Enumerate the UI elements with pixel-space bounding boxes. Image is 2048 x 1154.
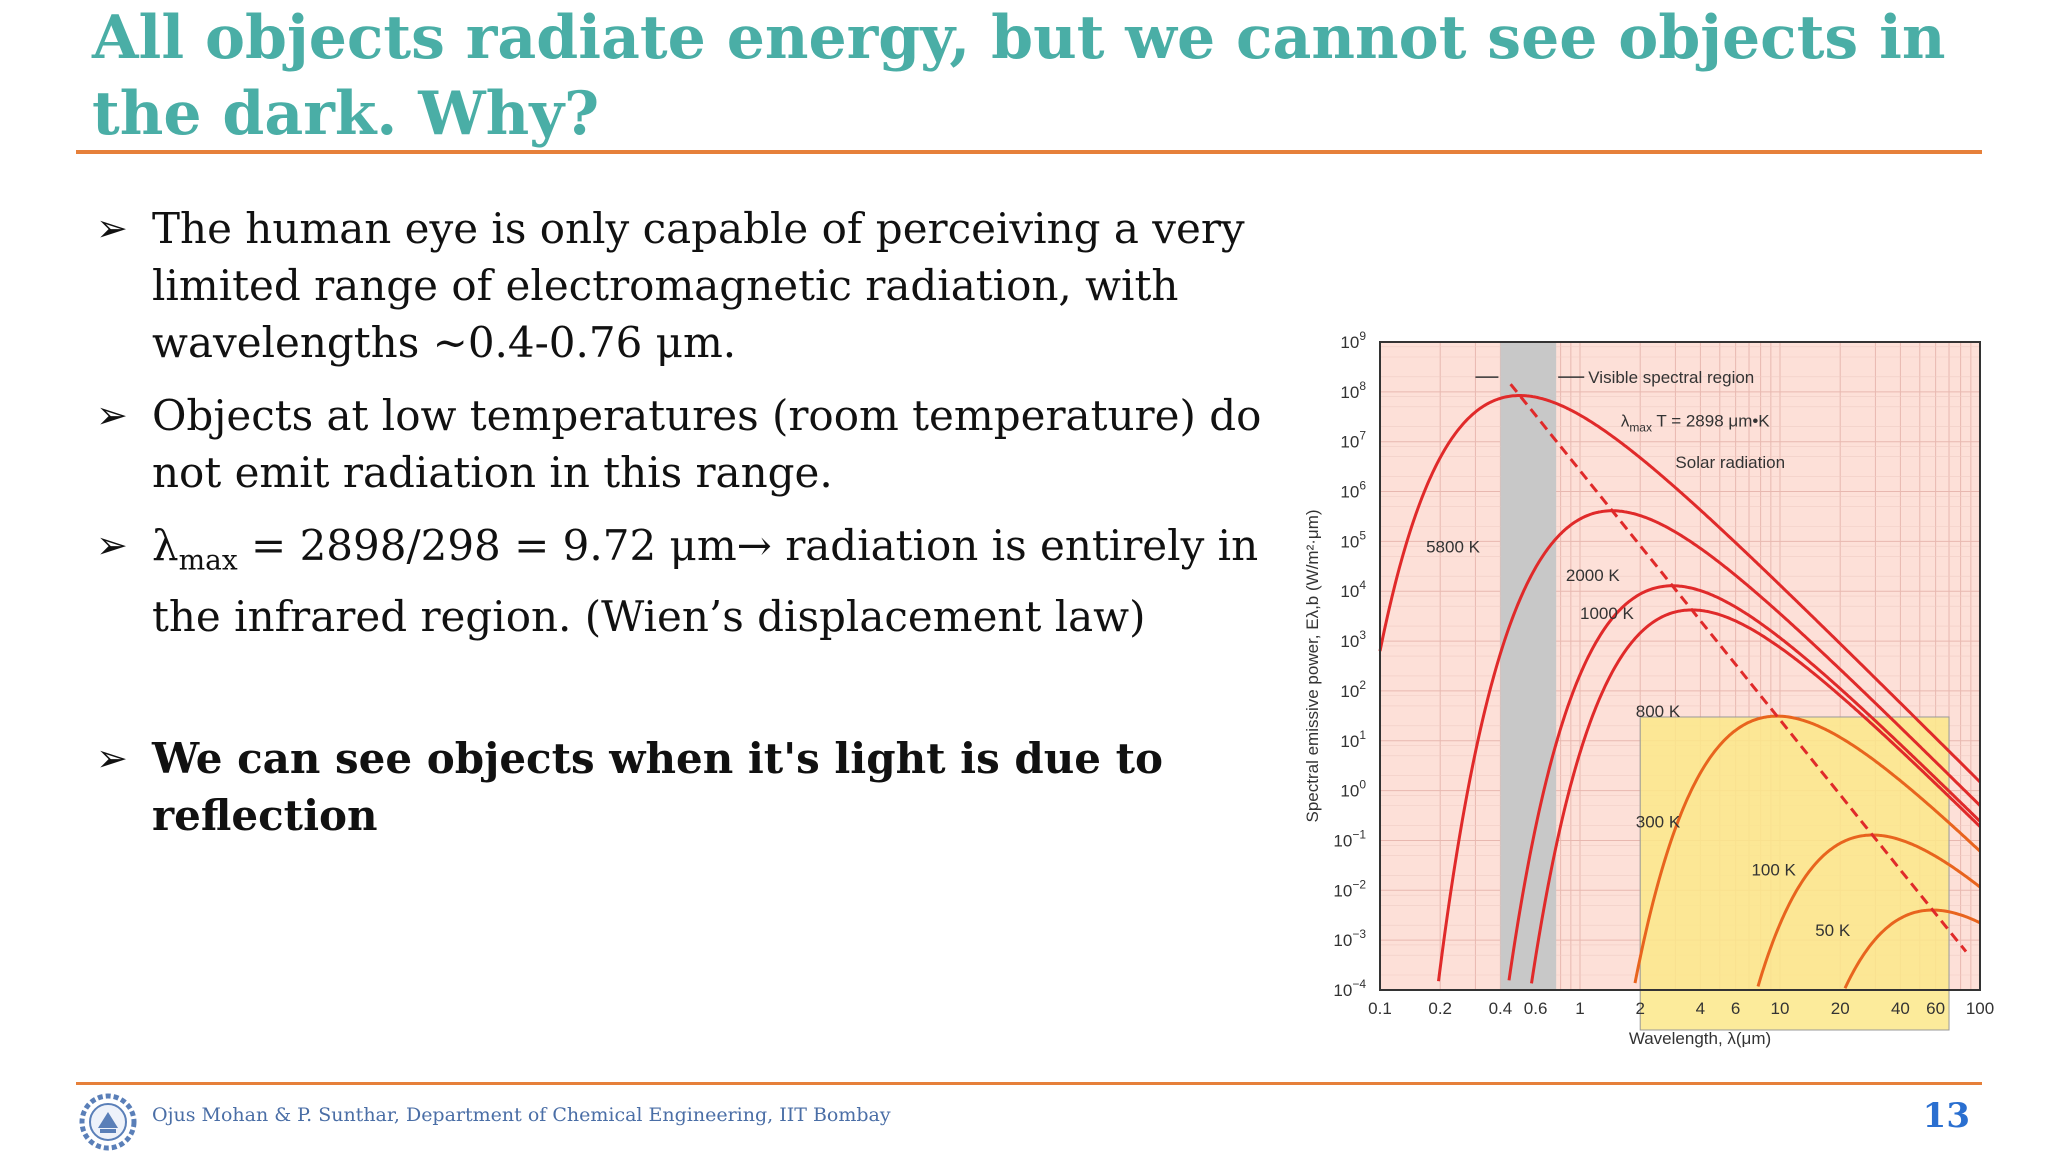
- lambda-symbol: λ: [152, 521, 179, 570]
- series-label-300k: 300 K: [1636, 813, 1681, 832]
- wien-displacement-line: [1509, 383, 1968, 953]
- series-curve-2000k: [1437, 509, 1982, 982]
- bullet-item: ➢ We can see objects when it's light is …: [96, 730, 1296, 844]
- chart-annotation: λmax T = 2898 μm•K: [1621, 412, 1770, 435]
- bullet-list: ➢ The human eye is only capable of perce…: [96, 200, 1296, 844]
- x-tick-label: 4: [1696, 999, 1705, 1018]
- y-tick-label: 107: [1340, 429, 1366, 452]
- y-tick-label: 10−1: [1333, 827, 1366, 850]
- bullet-item: ➢ The human eye is only capable of perce…: [96, 200, 1296, 371]
- series-curve-1000k: [1507, 584, 1982, 981]
- series-label-2000k: 2000 K: [1566, 566, 1621, 585]
- series-label-100k: 100 K: [1751, 860, 1796, 879]
- bullet-text: The human eye is only capable of perceiv…: [152, 204, 1245, 367]
- y-tick-label: 10−4: [1333, 977, 1366, 1000]
- page-number: 13: [1922, 1096, 1970, 1136]
- x-tick-label: 100: [1966, 999, 1994, 1018]
- infrared-region-box: [1639, 716, 1950, 1031]
- chart-annotation: Solar radiation: [1675, 453, 1785, 472]
- arrow-bullet-icon: ➢: [96, 393, 128, 437]
- x-tick-label: 20: [1831, 999, 1850, 1018]
- y-tick-label: 10−2: [1333, 877, 1366, 900]
- x-tick-label: 0.6: [1524, 999, 1548, 1018]
- y-tick-label: 108: [1340, 379, 1366, 402]
- bullet-item: ➢ λmax = 2898/298 = 9.72 μm→ radiation i…: [96, 517, 1296, 645]
- series-label-5800k: 5800 K: [1426, 537, 1481, 556]
- plot-frame: [1379, 341, 1981, 991]
- x-tick-label: 0.2: [1428, 999, 1452, 1018]
- x-tick-label: 10: [1771, 999, 1790, 1018]
- x-tick-label: 0.4: [1489, 999, 1513, 1018]
- y-tick-label: 104: [1340, 578, 1366, 601]
- bullet-text: Objects at low temperatures (room temper…: [152, 391, 1262, 497]
- slide-title: All objects radiate energy, but we canno…: [92, 3, 1946, 149]
- y-tick-label: 10−3: [1333, 927, 1366, 950]
- series-curve-100k: [1756, 833, 1981, 987]
- wien-text: = 2898/298 = 9.72 μm→ radiation is entir…: [152, 521, 1259, 642]
- x-tick-label: 6: [1731, 999, 1740, 1018]
- bullet-item: ➢ Objects at low temperatures (room temp…: [96, 387, 1296, 501]
- footer-credit: Ojus Mohan & P. Sunthar, Department of C…: [152, 1104, 891, 1126]
- y-tick-label: 105: [1340, 528, 1366, 551]
- lambda-subscript: max: [178, 543, 238, 577]
- series-curve-300k: [1633, 714, 1982, 984]
- series-curve-50k: [1843, 908, 1981, 989]
- series-curve-800k: [1530, 608, 1982, 984]
- series-label-50k: 50 K: [1815, 921, 1851, 940]
- series-curve-5800k: [1378, 394, 1982, 784]
- x-tick-label: 60: [1926, 999, 1945, 1018]
- y-tick-label: 106: [1340, 479, 1366, 502]
- x-tick-label: 2: [1635, 999, 1644, 1018]
- y-tick-label: 102: [1340, 678, 1366, 701]
- series-label-1000k: 1000 K: [1580, 604, 1635, 623]
- chart-annotation: Visible spectral region: [1588, 368, 1754, 387]
- y-axis-label: Spectral emissive power, Eλ,b (W/m²·μm): [1303, 509, 1322, 822]
- x-tick-label: 40: [1891, 999, 1910, 1018]
- bullet-text: We can see objects when it's light is du…: [152, 734, 1164, 841]
- arrow-bullet-icon: ➢: [96, 206, 128, 250]
- y-tick-label: 101: [1340, 728, 1366, 751]
- arrow-bullet-icon: ➢: [96, 736, 128, 781]
- footer-divider: [76, 1082, 1982, 1085]
- x-tick-label: 1: [1575, 999, 1584, 1018]
- series-label-800k: 800 K: [1636, 702, 1681, 721]
- y-tick-label: 103: [1340, 628, 1366, 651]
- visible-region-band: [1500, 342, 1557, 990]
- blackbody-chart: 5800 K 2000 K 1000 K 800 K 300 K 100 K 50 K 0.1…: [1303, 329, 1994, 1048]
- y-tick-label: 100: [1340, 778, 1366, 801]
- x-tick-label: 0.1: [1368, 999, 1392, 1018]
- bullet-text: λmax = 2898/298 = 9.72 μm→ radiation is …: [152, 521, 1258, 641]
- y-tick-label: 109: [1340, 329, 1366, 352]
- title-divider: [76, 150, 1982, 154]
- iitb-logo-icon: [79, 1093, 137, 1151]
- arrow-bullet-icon: ➢: [96, 523, 128, 567]
- x-axis-label: Wavelength, λ(μm): [1629, 1029, 1771, 1048]
